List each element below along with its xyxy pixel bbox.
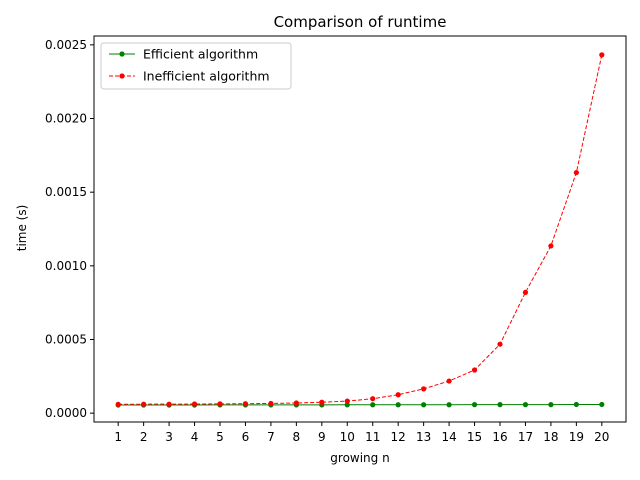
- plot-area: 1 2 3 4 5 6 7 8 9 10 11 12 13 14 15 16 17 18 19 200.00000.0…: [45, 35, 627, 444]
- x-tick-label: 8: [293, 430, 301, 444]
- x-tick-label: 6: [242, 430, 250, 444]
- legend-label-0: Efficient algorithm: [143, 47, 258, 62]
- series-1-point: [446, 378, 452, 384]
- x-tick-label: 2: [140, 430, 148, 444]
- series-1-point: [497, 341, 503, 347]
- y-tick-label: 0.0025: [45, 38, 87, 52]
- x-tick-label: 1: [114, 430, 122, 444]
- series-1-point: [522, 289, 529, 295]
- series-0-point: [471, 402, 478, 408]
- series-0-point: [599, 401, 605, 408]
- legend: Efficient algorithm Inefficient algorithm: [100, 42, 292, 90]
- x-tick-label: 9: [318, 430, 326, 444]
- series-1-point: [268, 400, 274, 407]
- legend-box: [100, 42, 292, 90]
- series-line-0: [118, 403, 602, 406]
- series-0-point: [421, 402, 427, 408]
- series-0-point: [370, 402, 376, 408]
- series-1-point: [191, 401, 198, 407]
- x-tick-label: 4: [191, 430, 199, 444]
- series-1-point: [115, 401, 121, 407]
- x-tick-label: 11: [365, 430, 380, 444]
- x-tick-label: 20: [594, 430, 609, 444]
- series-0-point: [522, 402, 529, 408]
- x-tick-label: 10: [340, 430, 355, 444]
- x-tick-label: 5: [216, 430, 224, 444]
- series-0-point: [395, 402, 401, 408]
- series-1-point: [242, 401, 249, 407]
- plot-frame: [93, 35, 627, 423]
- series-1-point: [599, 52, 605, 58]
- y-axis-label: time (s): [15, 205, 29, 252]
- x-tick-label: 18: [543, 430, 558, 444]
- series-1-point: [141, 401, 147, 407]
- x-tick-label: 16: [492, 430, 507, 444]
- y-tick-label: 0.0020: [45, 112, 87, 126]
- y-tick-label: 0.0000: [45, 406, 87, 420]
- x-tick-label: 3: [165, 430, 173, 444]
- series-1-point: [548, 243, 554, 249]
- y-tick-label: 0.0015: [45, 185, 87, 199]
- x-tick-label: 14: [441, 430, 456, 444]
- series-0-point: [548, 402, 554, 408]
- series-1-point: [217, 401, 223, 407]
- x-axis-label: growing n: [330, 451, 389, 465]
- legend-marker-0: [119, 51, 125, 57]
- x-tick-label: 13: [416, 430, 431, 444]
- series-1-point: [395, 392, 401, 398]
- series-1-point: [319, 399, 325, 405]
- y-tick-label: 0.0005: [45, 332, 87, 346]
- series-line-1: [118, 54, 603, 405]
- y-tick-label: 0.0010: [45, 259, 87, 273]
- chart-title: Comparison of runtime: [274, 13, 447, 31]
- series-1-point: [293, 400, 299, 406]
- series-1-point: [344, 398, 350, 404]
- series-0-point: [344, 402, 350, 408]
- series-1-point: [166, 401, 172, 407]
- series-1-point: [370, 396, 376, 402]
- series-0-point: [497, 402, 503, 408]
- x-tick-label: 15: [467, 430, 482, 444]
- series-0-point: [573, 401, 579, 408]
- x-tick-label: 12: [391, 430, 406, 444]
- series-1-point: [421, 386, 427, 392]
- series-1-point: [471, 367, 478, 373]
- x-tick-label: 19: [569, 430, 584, 444]
- series-1-point: [573, 169, 579, 176]
- x-tick-label: 7: [267, 430, 275, 444]
- x-tick-label: 17: [518, 430, 533, 444]
- legend-label-1: Inefficient algorithm: [143, 69, 270, 84]
- legend-marker-1: [119, 73, 125, 79]
- series-0-point: [446, 402, 452, 408]
